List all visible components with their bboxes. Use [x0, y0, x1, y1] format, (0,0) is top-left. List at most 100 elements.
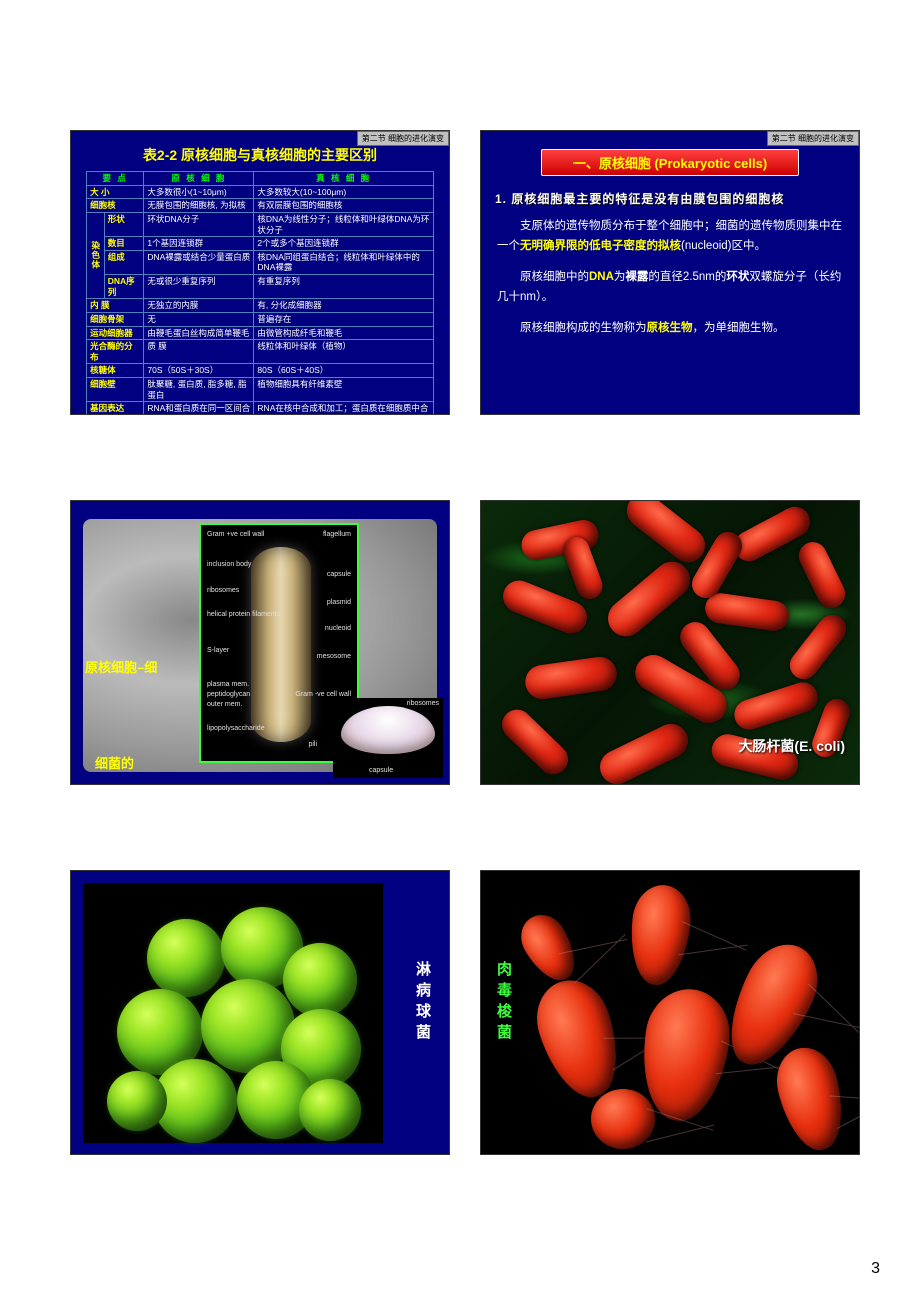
cell-eukaryote: 普遍存在 [254, 312, 433, 326]
cell-eukaryote: 核DNA同组蛋白结合；线粒体和叶绿体中的DNA裸露 [254, 250, 433, 274]
slide-bacteria-diagram: 原核细胞–细 细菌的 Gram +ve cell wall flagellum … [70, 500, 450, 785]
cell-prokaryote: 质 膜 [144, 340, 254, 364]
cell-prokaryote: 大多数很小(1~10μm) [144, 185, 254, 199]
row-label: 形状 [104, 212, 144, 236]
label: Gram -ve cell wall [295, 691, 351, 698]
cell-eukaryote: 有重复序列 [254, 275, 433, 299]
coccus [107, 1071, 167, 1131]
table-row: 大 小大多数很小(1~10μm)大多数较大(10~100μm) [87, 185, 434, 199]
label: lipopolysaccharide [207, 725, 265, 732]
row-label: 组成 [104, 250, 144, 274]
coccus [283, 943, 357, 1017]
row-label: DNA序列 [104, 275, 144, 299]
paragraph-1: 支原体的遗传物质分布于整个细胞中；细菌的遗传物质则集中在一个无明确界限的低电子密… [481, 211, 859, 262]
clostridium-cell [512, 907, 585, 990]
row-label: 运动细胞器 [87, 326, 144, 340]
cell-prokaryote: 肽聚糖, 蛋白质, 脂多糖, 脂蛋白 [144, 378, 254, 402]
cell-prokaryote: 1个基因连锁群 [144, 237, 254, 251]
label: flagellum [323, 531, 351, 538]
text: 原核细胞中的 [520, 271, 589, 283]
em: 裸露 [625, 271, 648, 283]
cell-eukaryote: 由微管构成纤毛和鞭毛 [254, 326, 433, 340]
paragraph-3: 原核细胞构成的生物称为原核生物，为单细胞生物。 [481, 313, 859, 345]
table-row: 细胞壁肽聚糖, 蛋白质, 脂多糖, 脂蛋白植物细胞具有纤维素壁 [87, 378, 434, 402]
th-pro: 原 核 细 胞 [144, 172, 254, 186]
em: DNA [589, 271, 614, 283]
cell-eukaryote: 2个或多个基因连锁群 [254, 237, 433, 251]
label: nucleoid [325, 625, 351, 632]
label: capsule [327, 571, 351, 578]
section-heading: 一、原核细胞 (Prokaryotic cells) [541, 149, 798, 176]
label: peptidoglycan [207, 691, 250, 698]
label: S-layer [207, 647, 229, 654]
cell-eukaryote: RNA在核中合成和加工；蛋白质在细胞质中合成 [254, 402, 433, 415]
slide-table: 第二节 细胞的进化演变 表2-2 原核细胞与真核细胞的主要区别 要 点 原 核 … [70, 130, 450, 415]
row-label: 数目 [104, 237, 144, 251]
clostridium-cell [769, 1041, 852, 1155]
ecoli-label: 大肠杆菌(E. coli) [738, 736, 845, 756]
gonococcus-label: 淋病球菌 [412, 961, 433, 1045]
coccus [299, 1079, 361, 1141]
label: outer mem. [207, 701, 242, 708]
th-key: 要 点 [87, 172, 144, 186]
clostridium-label: 肉毒梭菌 [493, 961, 514, 1045]
label: Gram +ve cell wall [207, 531, 264, 538]
cell-prokaryote: 无 [144, 312, 254, 326]
table-row: 染色体形状环状DNA分子核DNA为线性分子；线粒体和叶绿体DNA为环状分子 [87, 212, 434, 236]
comparison-table: 要 点 原 核 细 胞 真 核 细 胞 大 小大多数很小(1~10μm)大多数较… [86, 171, 434, 415]
table-row: 运动细胞器由鞭毛蛋白丝构成简单鞭毛由微管构成纤毛和鞭毛 [87, 326, 434, 340]
table-row: DNA序列无或很少重复序列有重复序列 [87, 275, 434, 299]
clostridium-cell [626, 882, 694, 988]
clostridium-cell [526, 971, 632, 1107]
row-label: 基因表达 [87, 402, 144, 415]
cell-prokaryote: RNA和蛋白质在同一区间合成 [144, 402, 254, 415]
cell-eukaryote: 线粒体和叶绿体（植物） [254, 340, 433, 364]
label: inclusion body [207, 561, 251, 568]
table-row: 光合酶的分布质 膜线粒体和叶绿体（植物） [87, 340, 434, 364]
em: 环状 [726, 271, 749, 283]
page-number: 3 [871, 1260, 880, 1278]
cell-body [251, 547, 311, 742]
clostridium-cell [591, 1089, 655, 1149]
label: plasmid [327, 599, 351, 606]
capsule-shape [341, 706, 435, 754]
label: plasma mem. [207, 681, 249, 688]
table-row: 内 膜无独立的内膜有, 分化成细胞器 [87, 299, 434, 313]
row-label: 大 小 [87, 185, 144, 199]
cell-eukaryote: 核DNA为线性分子；线粒体和叶绿体DNA为环状分子 [254, 212, 433, 236]
text: 原核细胞构成的生物称为 [520, 322, 647, 334]
cell-eukaryote: 大多数较大(10~100μm) [254, 185, 433, 199]
text: (nucleoid)区中。 [681, 240, 766, 252]
label: mesosome [317, 653, 351, 660]
cell-prokaryote: 无或很少重复序列 [144, 275, 254, 299]
gram-neg-inset: capsule ribosomes [333, 698, 443, 778]
em: 无明确界限的低电子密度的拟核 [520, 240, 681, 252]
cell-eukaryote: 有双层膜包围的细胞核 [254, 199, 433, 213]
group-label: 染色体 [87, 212, 105, 298]
row-label: 细胞壁 [87, 378, 144, 402]
label: ribosomes [407, 700, 439, 707]
em: 原核生物 [647, 322, 693, 334]
table-row: 组成DNA裸露或结合少量蛋白质核DNA同组蛋白结合；线粒体和叶绿体中的DNA裸露 [87, 250, 434, 274]
caption-bottom: 细菌的 [95, 753, 134, 772]
row-label: 核糖体 [87, 364, 144, 378]
cell-prokaryote: 无膜包围的细胞核, 为拟核 [144, 199, 254, 213]
label: ribosomes [207, 587, 239, 594]
cell-prokaryote: DNA裸露或结合少量蛋白质 [144, 250, 254, 274]
label: pili [308, 741, 317, 748]
slide-gonococcus: 淋病球菌 [70, 870, 450, 1155]
table-row: 数目1个基因连锁群2个或多个基因连锁群 [87, 237, 434, 251]
table-row: 核糖体70S（50S＋30S）80S（60S＋40S） [87, 364, 434, 378]
coccus [201, 979, 295, 1073]
cell-prokaryote: 由鞭毛蛋白丝构成简单鞭毛 [144, 326, 254, 340]
text: 为 [614, 271, 626, 283]
subheading: 1. 原核细胞最主要的特征是没有由膜包围的细胞核 [481, 186, 859, 211]
caption-left: 原核细胞–细 [85, 657, 157, 676]
row-label: 光合酶的分布 [87, 340, 144, 364]
cell-prokaryote: 无独立的内膜 [144, 299, 254, 313]
paragraph-2: 原核细胞中的DNA为裸露的直径2.5nm的环状双螺旋分子（长约几十nm）。 [481, 262, 859, 313]
table-row: 细胞骨架无普遍存在 [87, 312, 434, 326]
cell-eukaryote: 有, 分化成细胞器 [254, 299, 433, 313]
slide-header: 第二节 细胞的进化演变 [767, 131, 859, 146]
micrograph-frame [83, 883, 383, 1143]
